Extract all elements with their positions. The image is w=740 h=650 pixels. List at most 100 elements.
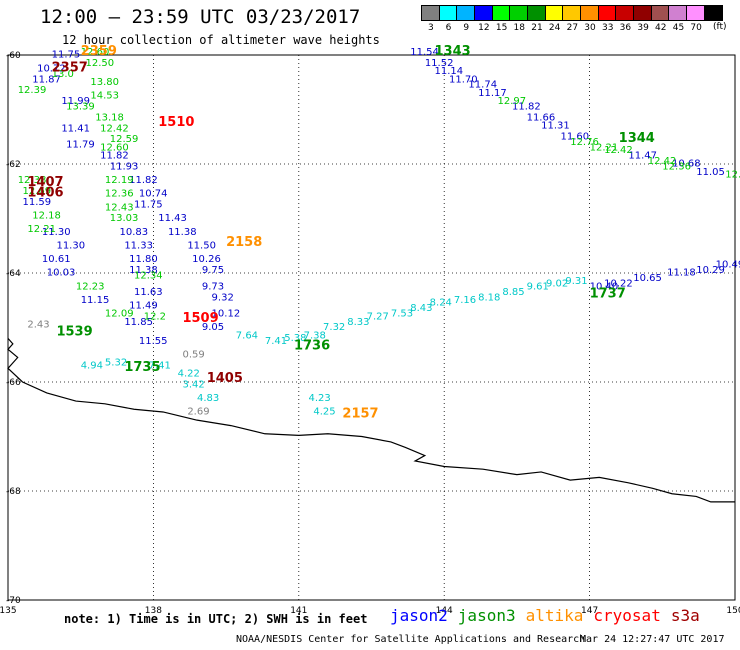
wave-height-value: 2.69 [187,407,209,418]
satellite-legend: jason2 jason3 altika cryosat s3a [390,606,700,625]
longitude-tick-label: 138 [145,606,162,616]
latitude-tick-label: -62 [6,160,21,170]
chart-subtitle: 12 hour collection of altimeter wave hei… [62,33,380,47]
wave-height-value: 10.12 [212,309,241,320]
wave-height-value: 4.25 [313,407,335,418]
wave-height-value: 10.29 [696,265,725,276]
legend-cryosat: cryosat [593,606,661,625]
wave-height-value: 7.41 [265,336,287,347]
wave-height-value: 11.49 [129,300,158,311]
legend-jason3: jason3 [457,606,516,625]
wave-height-value: 7.27 [367,311,389,322]
wave-height-value: 10.26 [192,254,221,265]
color-scale-label: 42 [655,23,667,33]
wave-height-value: 11.17 [478,88,507,99]
wave-height-value: 11.30 [56,240,85,251]
wave-height-value: 12.60 [81,47,110,58]
wave-height-value: 7.16 [454,295,476,306]
wave-height-value: 12.38 [18,175,47,186]
color-scale-label: 3 [427,23,434,33]
wave-height-value: 7.41 [149,360,171,371]
wave-height-value: 12.2 [144,311,166,322]
wave-height-value: 11.38 [129,265,158,276]
color-scale-label: 12 [478,23,490,33]
wave-height-value: 12.39 [18,85,47,96]
color-scale-label: 15 [495,23,508,33]
wave-height-value: 11.31 [541,121,570,132]
color-scale-cell [703,5,723,33]
wave-height-value: 11.54 [410,47,439,58]
longitude-tick-label: 144 [436,606,453,616]
wave-height-value: 12.21 [27,224,56,235]
wave-height-value: 8.43 [410,303,432,314]
latitude-tick-label: -70 [6,596,21,606]
pass-time-label: 2158 [226,235,262,250]
wave-height-value: 11.05 [696,167,725,178]
color-scale-label: 70 [690,23,702,33]
wave-height-value: 12.36 [105,189,134,200]
coastline [7,338,735,503]
wave-height-value: 13.18 [95,112,124,123]
pass-time-label: 2359 [81,44,117,59]
wave-height-value: 11.33 [124,240,153,251]
wave-height-value: 11.43 [158,213,187,224]
wave-height-value: 13.0 [52,69,74,80]
color-scale-label: 9 [463,23,470,33]
color-scale-label: 45 [672,23,685,33]
wave-height-value: 3.42 [182,379,204,390]
wave-height-value: 12.3 [725,170,740,181]
color-scale-label: 33 [601,23,614,33]
credit-line: NOAA/NESDIS Center for Satellite Applica… [236,634,586,645]
wave-height-value: 13.39 [66,102,95,113]
pass-time-label: 2157 [342,406,378,421]
pass-time-label: 1343 [435,44,471,59]
wave-height-value: 10.61 [42,254,71,265]
color-scale-label: 39 [637,23,649,33]
wave-height-value: 8.85 [502,287,524,298]
wave-height-value: 11.74 [468,80,497,91]
wave-height-value: 11.38 [168,227,197,238]
wave-height-value: 4.94 [81,360,103,371]
wave-height-value: 8.33 [347,317,369,328]
wave-height-value: 11.75 [52,50,81,61]
wave-height-value: 12.34 [134,270,163,281]
wave-height-value: 12.76 [570,137,599,148]
wave-height-value: 11.79 [66,140,95,151]
wave-height-value: 12.59 [110,134,139,145]
color-scale-label: 30 [584,23,596,33]
wave-height-value: 11.52 [425,58,454,69]
timestamp: Mar 24 12:27:47 UTC 2017 [580,634,725,645]
wave-height-value: 12.42 [648,156,677,167]
wave-height-value: 12.43 [105,202,134,213]
color-scale-cell: 39 [633,5,653,33]
wave-height-value: 9.05 [202,322,224,333]
wave-height-value: 13.80 [90,77,119,88]
pass-time-label: 2357 [52,60,88,75]
color-scale-label: 24 [548,23,561,33]
latitude-tick-label: -66 [6,378,21,388]
latitude-tick-label: -60 [6,51,21,61]
wave-height-value: 10.40 [590,281,619,292]
wave-height-value: 12.42 [604,145,633,156]
wave-height-value: 11.47 [628,151,657,162]
wave-height-value: 11.59 [23,197,52,208]
wave-height-value: 11.60 [561,131,590,142]
wave-height-value: 12.18 [32,211,61,222]
wave-height-value: 14.53 [90,91,119,102]
wave-height-value: 11.87 [32,74,61,85]
chart-title: 12:00 – 23:59 UTC 03/23/2017 [40,6,361,28]
wave-height-value: 11.82 [512,102,541,113]
wave-height-value: 9.31 [565,276,587,287]
wave-height-value: 12.50 [86,58,115,69]
wave-height-value: 12.69 [23,186,52,197]
pass-time-label: 1510 [158,115,194,130]
wave-height-value: 11.41 [61,123,90,134]
color-scale-label: 6 [445,23,452,33]
wave-height-value: 7.53 [391,309,413,320]
longitude-tick-label: 150 [726,606,740,616]
color-scale-cell: 33 [597,5,617,33]
wave-height-value: 9.73 [202,281,224,292]
wave-height-value: 4.23 [308,393,330,404]
pass-time-label: 1736 [294,338,330,353]
